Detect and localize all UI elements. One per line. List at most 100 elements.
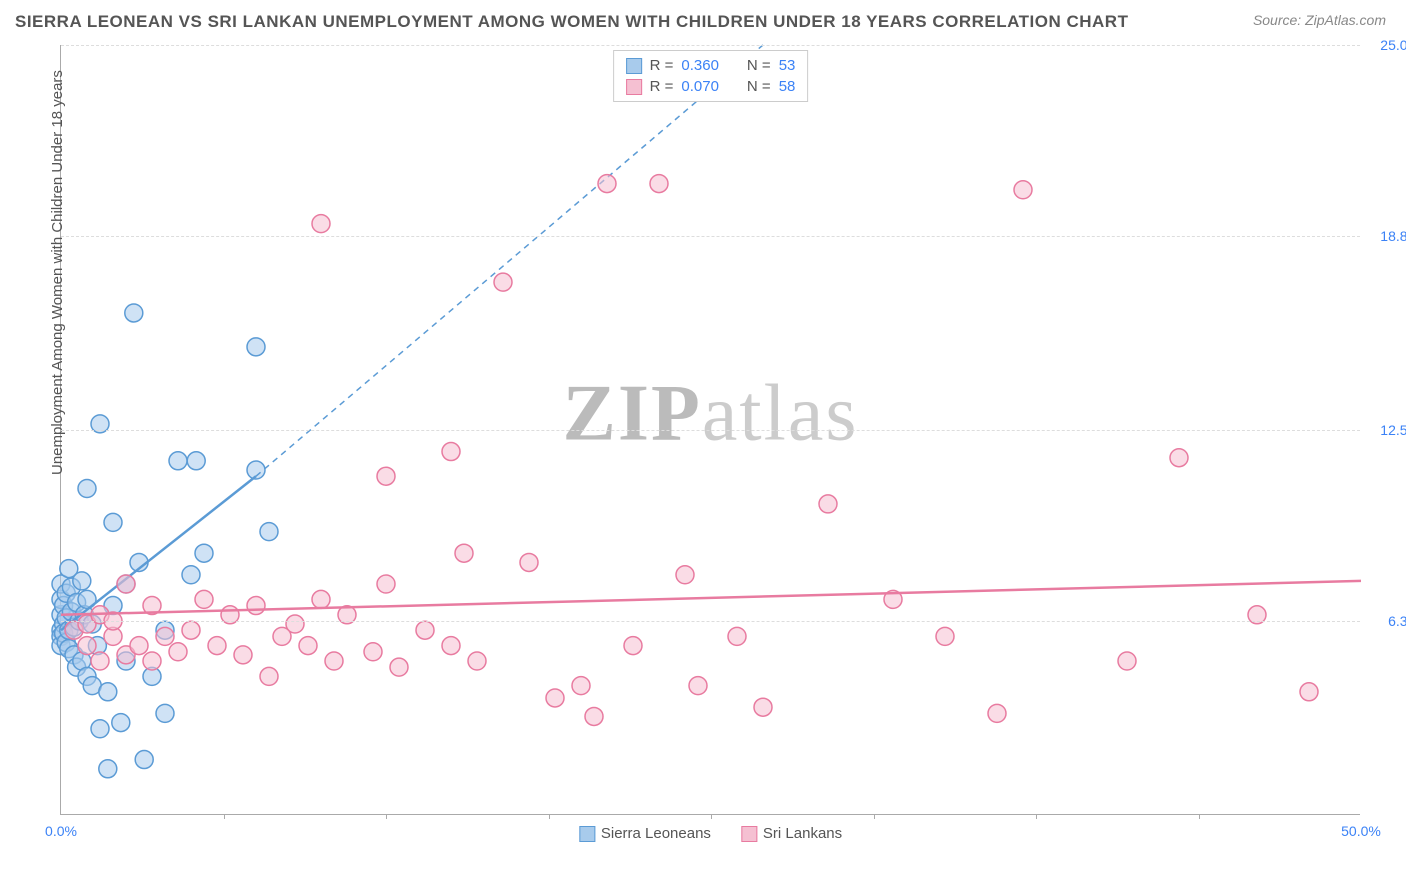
legend-swatch	[626, 79, 642, 95]
data-point	[234, 646, 252, 664]
gridline	[61, 430, 1360, 431]
data-point	[520, 553, 538, 571]
data-point	[442, 443, 460, 461]
data-point	[377, 575, 395, 593]
data-point	[325, 652, 343, 670]
data-point	[91, 720, 109, 738]
data-point	[182, 566, 200, 584]
correlation-legend: R = 0.360 N = 53 R = 0.070 N = 58	[613, 50, 809, 102]
data-point	[689, 677, 707, 695]
n-label: N =	[747, 57, 771, 74]
x-minor-tick	[386, 814, 387, 819]
data-point	[169, 643, 187, 661]
data-point	[78, 480, 96, 498]
data-point	[572, 677, 590, 695]
data-point	[624, 637, 642, 655]
data-point	[364, 643, 382, 661]
data-point	[494, 273, 512, 291]
legend-series-label: Sierra Leoneans	[601, 825, 711, 842]
legend-swatch	[579, 826, 595, 842]
x-minor-tick	[1036, 814, 1037, 819]
data-point	[936, 627, 954, 645]
data-point	[260, 523, 278, 541]
x-tick-label: 50.0%	[1341, 823, 1381, 839]
data-point	[598, 175, 616, 193]
data-point	[819, 495, 837, 513]
series-legend: Sierra Leoneans Sri Lankans	[579, 825, 842, 842]
y-tick-label: 6.3%	[1388, 613, 1406, 629]
data-point	[156, 704, 174, 722]
r-label: R =	[650, 57, 674, 74]
trend-line-dashed	[256, 45, 763, 476]
data-point	[117, 575, 135, 593]
data-point	[169, 452, 187, 470]
data-point	[143, 652, 161, 670]
gridline	[61, 621, 1360, 622]
x-minor-tick	[549, 814, 550, 819]
x-minor-tick	[224, 814, 225, 819]
correlation-legend-row: R = 0.360 N = 53	[626, 55, 796, 76]
x-minor-tick	[1199, 814, 1200, 819]
gridline	[61, 45, 1360, 46]
n-label: N =	[747, 78, 771, 95]
legend-swatch	[626, 58, 642, 74]
data-point	[78, 637, 96, 655]
data-point	[1300, 683, 1318, 701]
data-point	[676, 566, 694, 584]
gridline	[61, 236, 1360, 237]
data-point	[416, 621, 434, 639]
correlation-legend-row: R = 0.070 N = 58	[626, 76, 796, 97]
y-tick-label: 25.0%	[1380, 37, 1406, 53]
data-point	[1014, 181, 1032, 199]
data-point	[135, 751, 153, 769]
data-point	[99, 683, 117, 701]
data-point	[312, 215, 330, 233]
data-point	[208, 637, 226, 655]
data-point	[247, 597, 265, 615]
data-point	[195, 544, 213, 562]
data-point	[286, 615, 304, 633]
y-tick-label: 18.8%	[1380, 228, 1406, 244]
r-value: 0.360	[681, 57, 719, 74]
n-value: 58	[779, 78, 796, 95]
legend-swatch	[741, 826, 757, 842]
n-value: 53	[779, 57, 796, 74]
data-point	[91, 652, 109, 670]
r-value: 0.070	[681, 78, 719, 95]
data-point	[112, 714, 130, 732]
data-point	[442, 637, 460, 655]
data-point	[156, 627, 174, 645]
data-point	[125, 304, 143, 322]
data-point	[468, 652, 486, 670]
data-point	[455, 544, 473, 562]
data-point	[546, 689, 564, 707]
x-tick-label: 0.0%	[45, 823, 77, 839]
x-minor-tick	[874, 814, 875, 819]
source-label: Source: ZipAtlas.com	[1253, 12, 1386, 28]
data-point	[187, 452, 205, 470]
data-point	[195, 590, 213, 608]
data-point	[988, 704, 1006, 722]
data-point	[130, 637, 148, 655]
legend-item: Sierra Leoneans	[579, 825, 711, 842]
data-point	[104, 513, 122, 531]
data-point	[312, 590, 330, 608]
r-label: R =	[650, 78, 674, 95]
x-minor-tick	[711, 814, 712, 819]
data-point	[73, 572, 91, 590]
data-point	[182, 621, 200, 639]
data-point	[247, 338, 265, 356]
data-point	[260, 667, 278, 685]
legend-series-label: Sri Lankans	[763, 825, 842, 842]
chart-title: SIERRA LEONEAN VS SRI LANKAN UNEMPLOYMEN…	[15, 12, 1128, 32]
data-point	[299, 637, 317, 655]
legend-item: Sri Lankans	[741, 825, 842, 842]
data-point	[585, 707, 603, 725]
y-tick-label: 12.5%	[1380, 422, 1406, 438]
data-point	[1170, 449, 1188, 467]
data-point	[754, 698, 772, 716]
chart-plot-area: Unemployment Among Women with Children U…	[60, 45, 1360, 815]
data-point	[1118, 652, 1136, 670]
data-point	[99, 760, 117, 778]
data-point	[390, 658, 408, 676]
